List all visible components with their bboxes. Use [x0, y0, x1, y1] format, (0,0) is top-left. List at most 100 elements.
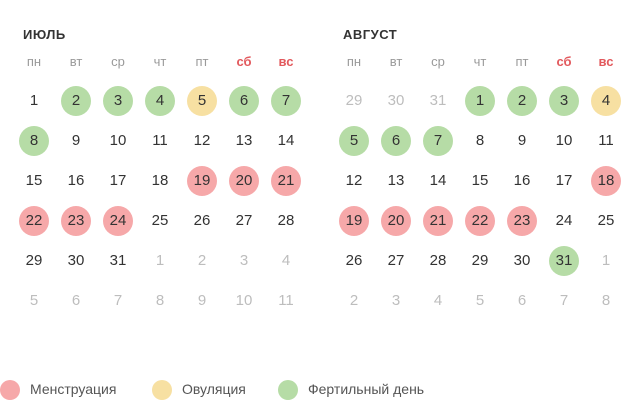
day-cell-other-month[interactable]: 6: [71, 292, 81, 309]
day-cell[interactable]: 25: [151, 212, 169, 229]
day-cell[interactable]: 10: [555, 132, 573, 149]
day-cell[interactable]: 28: [429, 252, 447, 269]
day-cell-menstruation[interactable]: 19: [339, 206, 369, 236]
day-cell-other-month[interactable]: 2: [197, 252, 207, 269]
day-cell[interactable]: 9: [71, 132, 81, 149]
day-cell-other-month[interactable]: 3: [391, 292, 401, 309]
day-cell[interactable]: 16: [513, 172, 531, 189]
day-cell-other-month[interactable]: 29: [345, 92, 363, 109]
day-cell[interactable]: 30: [67, 252, 85, 269]
day-cell-fertile[interactable]: 2: [61, 86, 91, 116]
legend-label-menstruation: Менструация: [30, 381, 117, 397]
day-cell[interactable]: 10: [109, 132, 127, 149]
day-cell-fertile[interactable]: 6: [229, 86, 259, 116]
day-cell-fertile[interactable]: 6: [381, 126, 411, 156]
weekday-label: сб: [236, 54, 252, 69]
weekday-label: вс: [598, 54, 614, 69]
day-cell-other-month[interactable]: 3: [239, 252, 249, 269]
day-cell-fertile[interactable]: 7: [423, 126, 453, 156]
day-cell-other-month[interactable]: 8: [601, 292, 611, 309]
day-cell-menstruation[interactable]: 22: [465, 206, 495, 236]
weekday-label: пн: [346, 54, 362, 69]
day-cell[interactable]: 12: [345, 172, 363, 189]
menstruation-dot-icon: [0, 380, 20, 400]
weekday-label: пт: [195, 54, 209, 69]
month-title-july: ИЮЛЬ: [23, 27, 66, 42]
day-cell-ovulation[interactable]: 4: [591, 86, 621, 116]
day-cell-menstruation[interactable]: 22: [19, 206, 49, 236]
day-cell[interactable]: 26: [345, 252, 363, 269]
day-cell[interactable]: 8: [475, 132, 485, 149]
day-cell-other-month[interactable]: 31: [429, 92, 447, 109]
day-cell[interactable]: 12: [193, 132, 211, 149]
day-cell-menstruation[interactable]: 21: [271, 166, 301, 196]
day-cell-fertile[interactable]: 2: [507, 86, 537, 116]
day-cell-other-month[interactable]: 7: [113, 292, 123, 309]
day-cell[interactable]: 13: [387, 172, 405, 189]
day-cell[interactable]: 25: [597, 212, 615, 229]
day-cell-other-month[interactable]: 4: [433, 292, 443, 309]
day-cell-menstruation[interactable]: 23: [507, 206, 537, 236]
weekday-label: чт: [153, 54, 167, 69]
day-cell-ovulation[interactable]: 5: [187, 86, 217, 116]
day-cell-menstruation[interactable]: 20: [381, 206, 411, 236]
day-cell[interactable]: 17: [109, 172, 127, 189]
weekday-label: чт: [473, 54, 487, 69]
day-cell-other-month[interactable]: 7: [559, 292, 569, 309]
day-cell[interactable]: 16: [67, 172, 85, 189]
day-cell[interactable]: 27: [387, 252, 405, 269]
day-cell[interactable]: 11: [152, 132, 168, 149]
day-cell-menstruation[interactable]: 19: [187, 166, 217, 196]
day-cell-fertile[interactable]: 8: [19, 126, 49, 156]
day-cell-fertile[interactable]: 3: [549, 86, 579, 116]
day-cell-other-month[interactable]: 10: [235, 292, 253, 309]
day-cell-menstruation[interactable]: 24: [103, 206, 133, 236]
day-cell-other-month[interactable]: 30: [387, 92, 405, 109]
day-cell-menstruation[interactable]: 20: [229, 166, 259, 196]
day-cell-fertile[interactable]: 4: [145, 86, 175, 116]
weekday-label: вт: [69, 54, 83, 69]
day-cell-fertile[interactable]: 1: [465, 86, 495, 116]
day-cell-menstruation[interactable]: 18: [591, 166, 621, 196]
day-cell[interactable]: 15: [471, 172, 489, 189]
day-cell-fertile[interactable]: 3: [103, 86, 133, 116]
day-cell[interactable]: 14: [429, 172, 447, 189]
day-cell-fertile[interactable]: 5: [339, 126, 369, 156]
day-cell-other-month[interactable]: 5: [29, 292, 39, 309]
day-cell-fertile[interactable]: 31: [549, 246, 579, 276]
day-cell-other-month[interactable]: 1: [601, 252, 611, 269]
day-cell[interactable]: 13: [235, 132, 253, 149]
day-cell[interactable]: 30: [513, 252, 531, 269]
day-cell[interactable]: 18: [151, 172, 169, 189]
day-cell[interactable]: 24: [555, 212, 573, 229]
day-cell[interactable]: 31: [109, 252, 127, 269]
day-cell-other-month[interactable]: 4: [281, 252, 291, 269]
ovulation-dot-icon: [152, 380, 172, 400]
day-cell-fertile[interactable]: 7: [271, 86, 301, 116]
day-cell[interactable]: 1: [29, 92, 39, 109]
day-cell-menstruation[interactable]: 21: [423, 206, 453, 236]
day-cell-menstruation[interactable]: 23: [61, 206, 91, 236]
day-cell-other-month[interactable]: 5: [475, 292, 485, 309]
weekday-label: вс: [278, 54, 294, 69]
day-cell-other-month[interactable]: 8: [155, 292, 165, 309]
day-cell[interactable]: 27: [235, 212, 253, 229]
day-cell-other-month[interactable]: 1: [155, 252, 165, 269]
day-cell[interactable]: 29: [25, 252, 43, 269]
day-cell[interactable]: 29: [471, 252, 489, 269]
day-cell[interactable]: 15: [25, 172, 43, 189]
legend: Менструация Овуляция Фертильный день: [0, 378, 640, 402]
day-cell-other-month[interactable]: 2: [349, 292, 359, 309]
day-cell[interactable]: 28: [277, 212, 295, 229]
legend-label-ovulation: Овуляция: [182, 381, 246, 397]
day-cell[interactable]: 17: [555, 172, 573, 189]
day-cell-other-month[interactable]: 6: [517, 292, 527, 309]
weekday-label: ср: [111, 54, 125, 69]
day-cell-other-month[interactable]: 9: [197, 292, 207, 309]
weekday-label: вт: [389, 54, 403, 69]
day-cell-other-month[interactable]: 11: [278, 292, 294, 309]
day-cell[interactable]: 26: [193, 212, 211, 229]
day-cell[interactable]: 9: [517, 132, 527, 149]
day-cell[interactable]: 14: [277, 132, 295, 149]
day-cell[interactable]: 11: [598, 132, 614, 149]
